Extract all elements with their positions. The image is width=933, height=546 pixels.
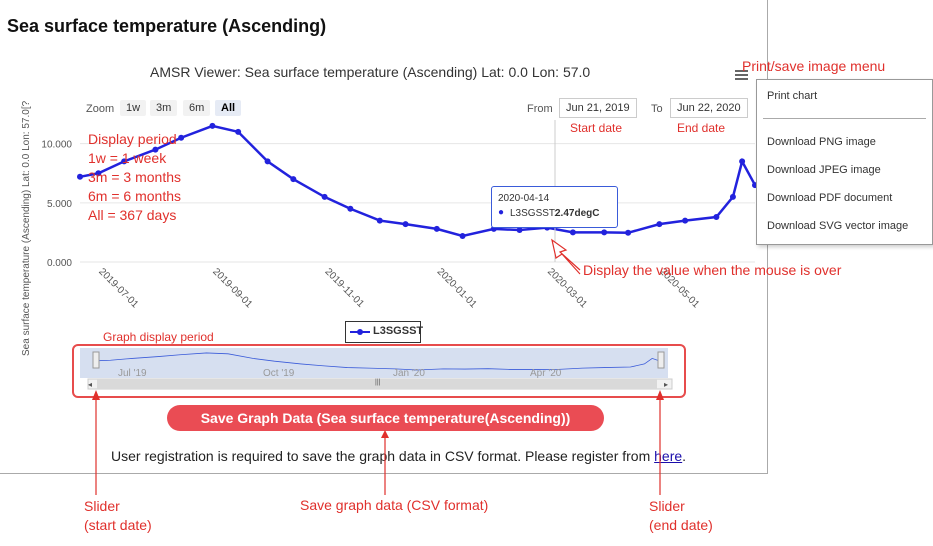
- menu-download-pdf[interactable]: Download PDF document: [767, 192, 893, 204]
- y-tick-label: 0.000: [47, 258, 72, 269]
- navigator-highlight: [72, 344, 686, 398]
- navigator-label-jul: Jul '19: [118, 368, 147, 379]
- annotation-graph-period: Graph display period: [103, 330, 214, 344]
- navigator-label-oct: Oct '19: [263, 368, 295, 379]
- navigator-chart[interactable]: ◂ ▸: [80, 348, 680, 392]
- data-point: [290, 176, 297, 183]
- plot-series: [77, 122, 758, 239]
- menu-icon[interactable]: [735, 70, 748, 81]
- data-point: [264, 158, 271, 165]
- end-date-input[interactable]: Jun 22, 2020: [670, 98, 748, 118]
- value-tooltip: 2020-04-14 ● L3SGSST: 2.47degC: [491, 186, 618, 228]
- x-tick-label: 2019-07-01: [96, 266, 140, 310]
- registration-text: User registration is required to save th…: [111, 448, 655, 464]
- from-label: From: [527, 103, 553, 115]
- menu-separator: [763, 118, 926, 119]
- annotation-slider-start: Slider (start date): [84, 497, 152, 535]
- scroll-left-icon: ◂: [88, 380, 92, 389]
- data-point: [95, 170, 102, 177]
- zoom-label: Zoom: [86, 103, 115, 115]
- tooltip-marker-icon: ●: [498, 207, 505, 218]
- data-point: [729, 193, 736, 200]
- series-line: [79, 124, 757, 238]
- x-tick-label: 2020-01-01: [435, 266, 479, 310]
- data-point: [347, 205, 354, 212]
- chart-title: AMSR Viewer: Sea surface temperature (As…: [150, 64, 591, 80]
- legend-label: L3SGSST: [373, 325, 424, 337]
- data-point: [433, 225, 440, 232]
- zoom-all-button[interactable]: All: [215, 100, 242, 116]
- page-title: Sea surface temperature (Ascending): [7, 16, 327, 36]
- x-tick-label: 2019-11-01: [322, 266, 366, 310]
- data-point: [625, 229, 632, 236]
- navigator-label-apr: Apr '20: [530, 368, 562, 379]
- zoom-6m-button[interactable]: 6m: [183, 100, 211, 116]
- menu-download-svg[interactable]: Download SVG vector image: [767, 220, 909, 232]
- data-point: [209, 122, 216, 129]
- menu-print-chart[interactable]: Print chart: [767, 90, 818, 102]
- tooltip-date: 2020-04-14: [498, 193, 550, 204]
- chart-legend[interactable]: L3SGSST: [345, 321, 424, 343]
- annotation-end-date: End date: [677, 121, 726, 135]
- registration-notice: User registration is required to save th…: [111, 448, 686, 464]
- plot-yticks: 0.000 5.000 10.000: [41, 140, 72, 269]
- data-point: [402, 221, 409, 228]
- zoom-3m-button[interactable]: 3m: [150, 100, 178, 116]
- slider-end-handle: [657, 351, 665, 369]
- export-menu: Print chart Download PNG image Download …: [756, 79, 933, 245]
- data-point: [516, 227, 523, 234]
- annotation-menu: Print/save image menu: [742, 58, 886, 74]
- scroll-right-icon: ▸: [664, 380, 668, 389]
- data-point: [376, 217, 383, 224]
- y-tick-label: 5.000: [47, 199, 72, 210]
- slider-end-line-2: (end date): [649, 517, 713, 533]
- period-line-2: 1w = 1 week: [88, 150, 167, 166]
- slider-start-line-1: Slider: [84, 498, 120, 514]
- data-point: [77, 173, 83, 180]
- navigator-label-jan: Jan '20: [393, 368, 425, 379]
- legend-marker-icon: [350, 329, 370, 335]
- register-link[interactable]: here: [654, 448, 683, 464]
- plot-grid: [80, 143, 755, 263]
- navigator-window: [80, 348, 668, 378]
- data-point: [656, 221, 663, 228]
- data-point: [682, 217, 689, 224]
- data-point: [121, 158, 128, 165]
- scroll-grip-icon[interactable]: |||: [375, 379, 381, 386]
- data-point: [601, 229, 608, 236]
- slider-end-line-1: Slider: [649, 498, 685, 514]
- period-line-4: 6m = 6 months: [88, 188, 181, 204]
- menu-download-jpeg[interactable]: Download JPEG image: [767, 164, 881, 176]
- data-point: [569, 229, 576, 236]
- period-line-1: Display period: [88, 131, 177, 147]
- registration-suffix: .: [682, 448, 687, 464]
- annotation-display-period: Display period 1w = 1 week 3m = 3 months…: [88, 130, 181, 225]
- annotation-save-csv: Save graph data (CSV format): [300, 497, 489, 513]
- data-point: [739, 158, 746, 165]
- data-point: [235, 128, 242, 135]
- y-tick-label: 10.000: [41, 140, 72, 151]
- annotation-slider-end: Slider (end date): [649, 497, 713, 535]
- slider-start-line-2: (start date): [84, 517, 152, 533]
- start-date-input[interactable]: Jun 21, 2019: [559, 98, 637, 118]
- data-point: [459, 232, 466, 239]
- zoom-1w-button[interactable]: 1w: [120, 100, 147, 116]
- menu-download-png[interactable]: Download PNG image: [767, 136, 876, 148]
- data-point: [152, 146, 159, 153]
- tooltip-value: 2.47degC: [555, 208, 600, 219]
- save-graph-data-button[interactable]: Save Graph Data (Sea surface temperature…: [167, 405, 604, 431]
- data-point: [178, 134, 185, 141]
- data-point: [713, 214, 720, 221]
- slider-start-handle: [92, 351, 100, 369]
- data-point: [321, 193, 328, 200]
- annotation-start-date: Start date: [570, 121, 623, 135]
- to-label: To: [651, 103, 663, 115]
- scrollbar-thumb: [97, 379, 657, 389]
- annotation-mouse-over: Display the value when the mouse is over: [583, 262, 842, 278]
- x-tick-label: 2019-09-01: [210, 266, 254, 310]
- navigator-series: [94, 352, 664, 371]
- tooltip-series: L3SGSST:: [510, 208, 557, 219]
- period-line-3: 3m = 3 months: [88, 169, 181, 185]
- period-line-5: All = 367 days: [88, 207, 177, 223]
